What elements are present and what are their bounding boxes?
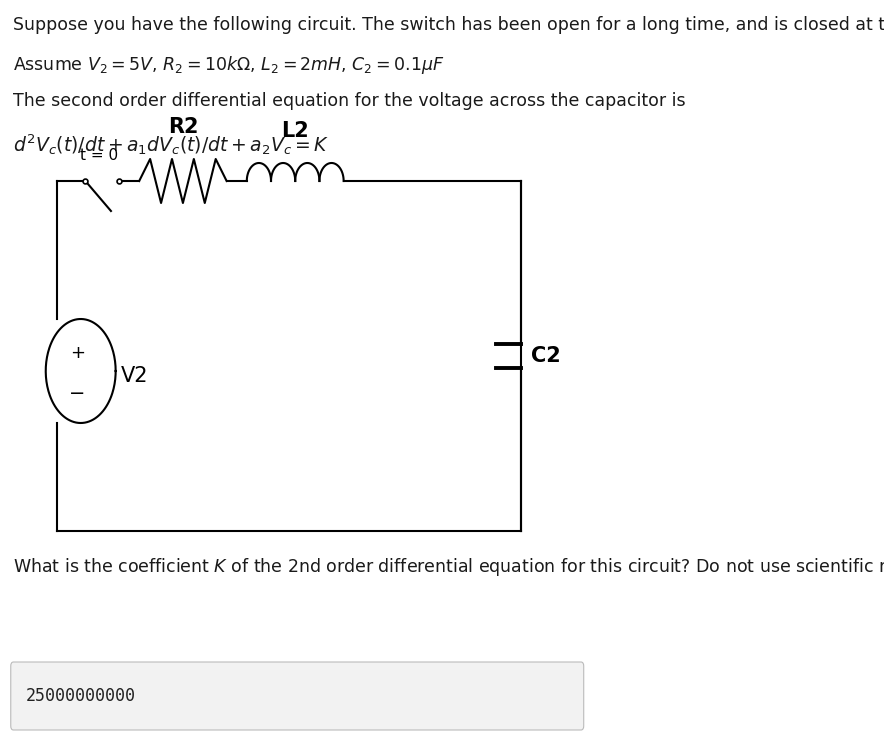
Text: t = 0: t = 0 bbox=[80, 148, 118, 163]
Text: Suppose you have the following circuit. The switch has been open for a long time: Suppose you have the following circuit. … bbox=[13, 16, 884, 34]
Text: The second order differential equation for the voltage across the capacitor is: The second order differential equation f… bbox=[13, 92, 686, 110]
Text: $d^2V_c(t)/dt + a_1 dV_c(t)/dt + a_2 V_c = K$: $d^2V_c(t)/dt + a_1 dV_c(t)/dt + a_2 V_c… bbox=[13, 132, 330, 157]
Text: −: − bbox=[69, 383, 86, 403]
FancyBboxPatch shape bbox=[11, 662, 583, 730]
Text: L2: L2 bbox=[281, 121, 309, 141]
Text: 25000000000: 25000000000 bbox=[26, 687, 135, 705]
Text: +: + bbox=[70, 344, 85, 362]
Text: V2: V2 bbox=[121, 366, 149, 386]
Text: C2: C2 bbox=[530, 346, 560, 366]
Text: R2: R2 bbox=[168, 117, 198, 137]
Text: What is the coefficient $K$ of the 2nd order differential equation for this circ: What is the coefficient $K$ of the 2nd o… bbox=[13, 556, 884, 578]
Text: Assume $V_2 = 5V$, $R_2 = 10k\Omega$, $L_2 = 2mH$, $C_2 = 0.1\mu F$: Assume $V_2 = 5V$, $R_2 = 10k\Omega$, $L… bbox=[13, 54, 445, 76]
